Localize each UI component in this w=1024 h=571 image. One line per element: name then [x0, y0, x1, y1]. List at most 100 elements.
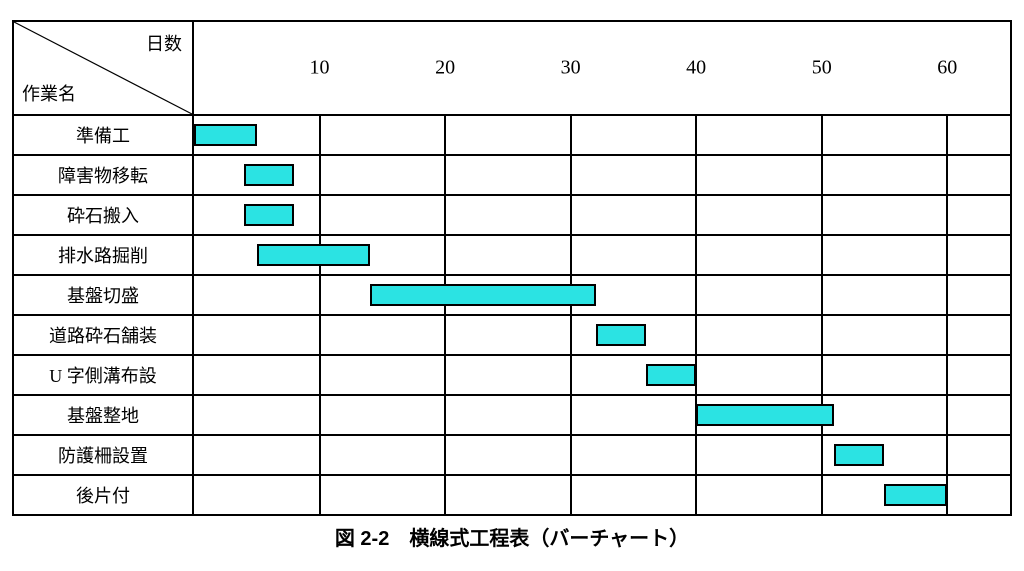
gantt-bar	[834, 444, 884, 466]
task-row: 障害物移転	[14, 156, 1010, 196]
gantt-table: 日数 作業名 10 20 30 40 50 60 準備工障害物移転砕石搬入排水路掘削基盤切…	[12, 20, 1012, 516]
gridline	[695, 276, 697, 314]
bar-area	[194, 356, 1010, 394]
task-row: 後片付	[14, 476, 1010, 516]
bar-area	[194, 316, 1010, 354]
gridline	[946, 236, 948, 274]
gridline	[319, 356, 321, 394]
gridline	[444, 476, 446, 514]
gridline	[695, 476, 697, 514]
gridline	[319, 316, 321, 354]
bar-area	[194, 156, 1010, 194]
gridline	[695, 156, 697, 194]
gridline	[695, 236, 697, 274]
task-row: 排水路掘削	[14, 236, 1010, 276]
gridline	[444, 436, 446, 474]
gridline	[319, 156, 321, 194]
task-row: U 字側溝布設	[14, 356, 1010, 396]
gridline	[570, 476, 572, 514]
gridline	[821, 436, 823, 474]
gridline	[570, 236, 572, 274]
gridline	[319, 396, 321, 434]
axis-tick-label: 10	[310, 57, 330, 80]
task-label: 防護柵設置	[14, 436, 194, 474]
gantt-bar	[244, 164, 294, 186]
gridline	[821, 156, 823, 194]
gridline	[570, 316, 572, 354]
gridline	[821, 316, 823, 354]
gridline	[946, 156, 948, 194]
gantt-bar	[194, 124, 257, 146]
gridline	[821, 116, 823, 154]
gridline	[946, 276, 948, 314]
task-label: 後片付	[14, 476, 194, 514]
task-label: 道路砕石舗装	[14, 316, 194, 354]
task-row: 基盤整地	[14, 396, 1010, 436]
gridline	[319, 476, 321, 514]
gantt-bar	[596, 324, 646, 346]
axis-area: 10 20 30 40 50 60	[194, 22, 1010, 114]
gridline	[821, 236, 823, 274]
bar-area	[194, 116, 1010, 154]
bar-area	[194, 196, 1010, 234]
gridline	[570, 356, 572, 394]
gridline	[319, 116, 321, 154]
task-row: 防護柵設置	[14, 436, 1010, 476]
gridline	[946, 356, 948, 394]
task-row: 基盤切盛	[14, 276, 1010, 316]
gantt-bar	[370, 284, 596, 306]
gridline	[946, 436, 948, 474]
gridline	[946, 116, 948, 154]
axis-tick-label: 50	[812, 57, 832, 80]
gantt-chart: 日数 作業名 10 20 30 40 50 60 準備工障害物移転砕石搬入排水路掘削基盤切…	[12, 20, 1012, 551]
axis-tick-label: 40	[686, 57, 706, 80]
gridline	[821, 476, 823, 514]
gantt-bar	[257, 244, 370, 266]
bar-area	[194, 276, 1010, 314]
gridline	[570, 196, 572, 234]
gridline	[444, 196, 446, 234]
task-label: 基盤整地	[14, 396, 194, 434]
axis-tick-label: 20	[435, 57, 455, 80]
task-rows: 準備工障害物移転砕石搬入排水路掘削基盤切盛道路砕石舗装U 字側溝布設基盤整地防護…	[14, 116, 1010, 516]
gridline	[570, 116, 572, 154]
task-label: 砕石搬入	[14, 196, 194, 234]
task-label: 排水路掘削	[14, 236, 194, 274]
gridline	[570, 156, 572, 194]
gantt-bar	[244, 204, 294, 226]
gridline	[946, 396, 948, 434]
gridline	[821, 356, 823, 394]
task-row: 道路砕石舗装	[14, 316, 1010, 356]
gridline	[821, 276, 823, 314]
gridline	[319, 276, 321, 314]
gantt-bar	[884, 484, 947, 506]
chart-caption: 図 2-2 横線式工程表（バーチャート）	[12, 522, 1012, 551]
gridline	[695, 116, 697, 154]
gridline	[444, 316, 446, 354]
gridline	[570, 436, 572, 474]
task-row: 準備工	[14, 116, 1010, 156]
gridline	[946, 316, 948, 354]
gridline	[444, 396, 446, 434]
bar-area	[194, 236, 1010, 274]
y-axis-label: 作業名	[22, 80, 76, 106]
header-corner-cell: 日数 作業名	[14, 22, 194, 114]
gridline	[444, 116, 446, 154]
gantt-bar	[646, 364, 696, 386]
task-label: 障害物移転	[14, 156, 194, 194]
bar-area	[194, 436, 1010, 474]
task-label: 基盤切盛	[14, 276, 194, 314]
gridline	[821, 196, 823, 234]
x-axis-label: 日数	[146, 30, 182, 56]
bar-area	[194, 396, 1010, 434]
axis-tick-label: 60	[937, 57, 957, 80]
axis-tick-label: 30	[561, 57, 581, 80]
gantt-bar	[696, 404, 834, 426]
gridline	[695, 196, 697, 234]
gridline	[444, 236, 446, 274]
gridline	[319, 436, 321, 474]
gridline	[444, 356, 446, 394]
gridline	[444, 156, 446, 194]
gridline	[695, 436, 697, 474]
gridline	[319, 196, 321, 234]
